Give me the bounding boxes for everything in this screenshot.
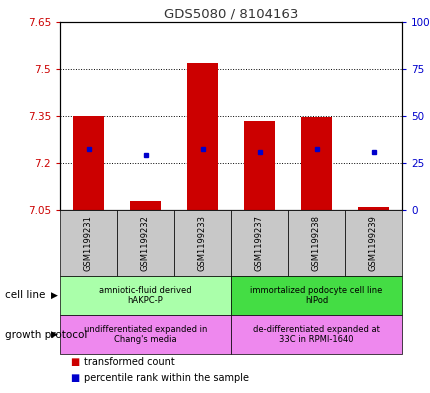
Text: GSM1199239: GSM1199239 bbox=[368, 215, 377, 271]
Text: percentile rank within the sample: percentile rank within the sample bbox=[84, 373, 249, 383]
Bar bbox=[300, 117, 332, 210]
Text: GSM1199232: GSM1199232 bbox=[141, 215, 150, 271]
Text: de-differentiated expanded at
33C in RPMI-1640: de-differentiated expanded at 33C in RPM… bbox=[252, 325, 379, 344]
Bar bbox=[73, 116, 104, 210]
Text: amniotic-fluid derived
hAKPC-P: amniotic-fluid derived hAKPC-P bbox=[99, 286, 191, 305]
Text: ▶: ▶ bbox=[50, 291, 57, 300]
Bar bbox=[129, 200, 161, 210]
Text: growth protocol: growth protocol bbox=[5, 329, 87, 340]
Text: GSM1199238: GSM1199238 bbox=[311, 215, 320, 271]
Text: undifferentiated expanded in
Chang's media: undifferentiated expanded in Chang's med… bbox=[83, 325, 207, 344]
Title: GDS5080 / 8104163: GDS5080 / 8104163 bbox=[163, 8, 298, 21]
Text: ▶: ▶ bbox=[50, 330, 57, 339]
Text: cell line: cell line bbox=[5, 290, 45, 301]
Text: GSM1199237: GSM1199237 bbox=[255, 215, 264, 271]
Text: GSM1199233: GSM1199233 bbox=[197, 215, 206, 271]
Text: transformed count: transformed count bbox=[84, 357, 174, 367]
Text: ■: ■ bbox=[70, 357, 79, 367]
Bar bbox=[186, 63, 218, 210]
Text: ■: ■ bbox=[70, 373, 79, 383]
Text: GSM1199231: GSM1199231 bbox=[84, 215, 93, 271]
Bar bbox=[243, 121, 274, 210]
Bar bbox=[357, 207, 388, 210]
Text: immortalized podocyte cell line
hIPod: immortalized podocyte cell line hIPod bbox=[250, 286, 382, 305]
